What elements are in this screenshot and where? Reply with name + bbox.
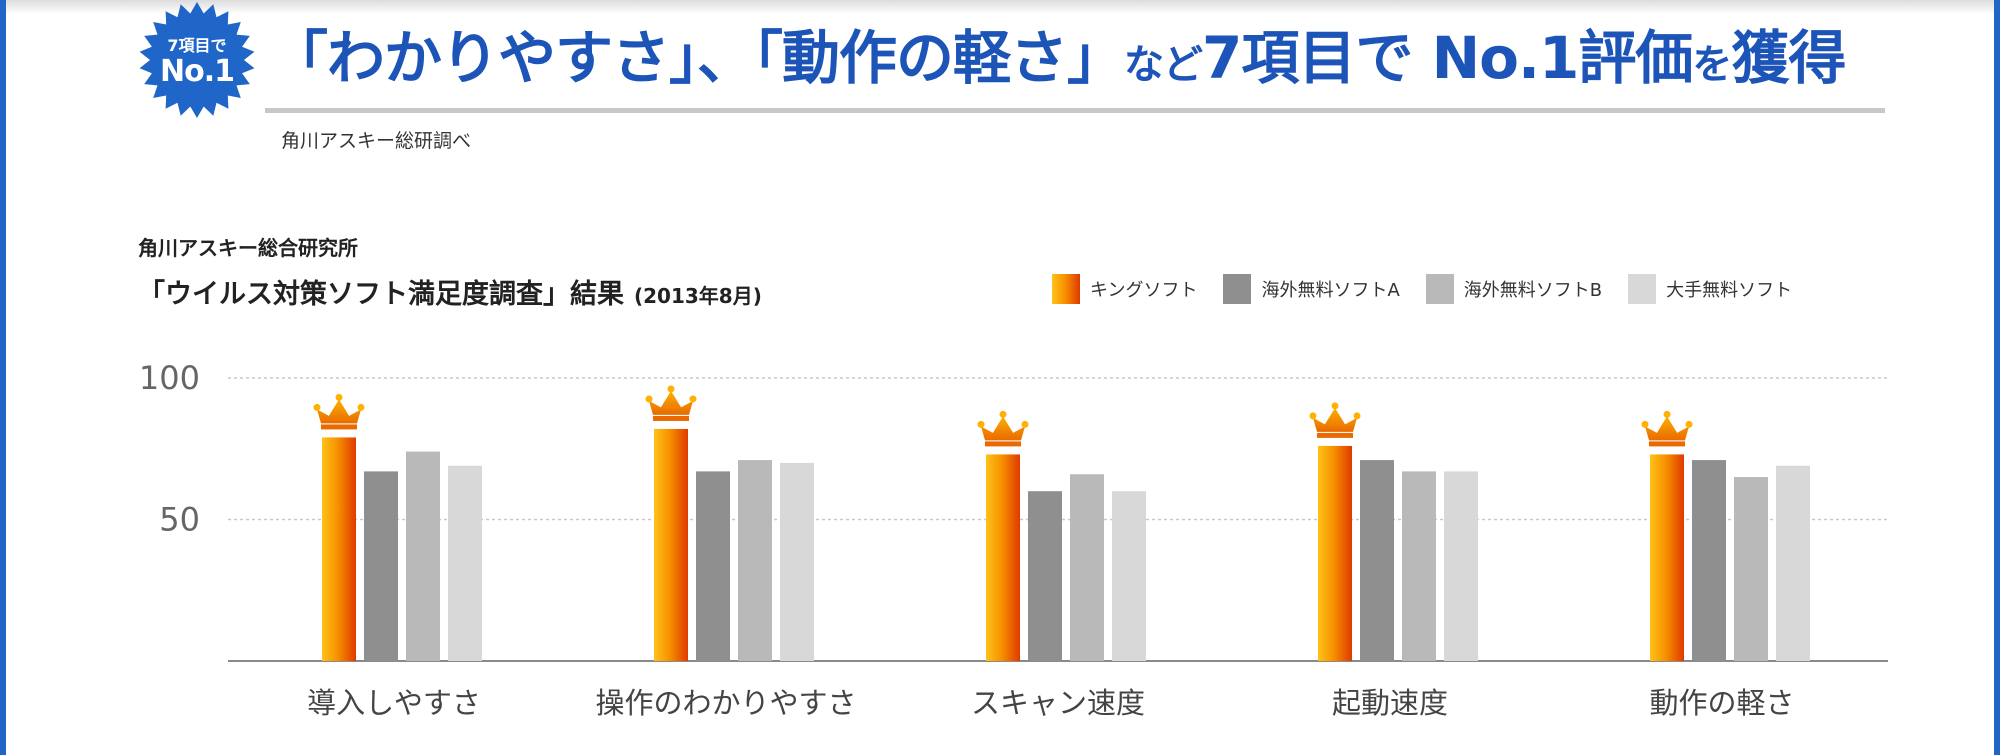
left-accent-bar [0,0,6,755]
crown-jewel [977,420,985,428]
source-note: 角川アスキー総研調べ [281,130,472,152]
bar [1318,445,1352,661]
bar [406,451,440,661]
bar [322,437,356,661]
bar [1112,491,1146,661]
chart-date: (2013年8月) [634,284,762,308]
chart-title-text: 「ウイルス対策ソフト満足度調査」結果 [138,279,624,310]
headline: 「わかりやすさ」、「動作の軽さ」など7項目で No.1評価を獲得 [270,18,1890,105]
bar [1402,471,1436,661]
legend-label: 海外無料ソフトA [1261,280,1400,301]
crown-base [1317,432,1353,438]
bar [364,471,398,661]
bar [738,460,772,661]
bar [654,428,688,661]
legend-item: キングソフト [1052,273,1197,305]
bar [986,454,1020,661]
badge-line1: 7項目で [167,36,227,55]
category-label: 導入しやすさ [307,686,481,720]
legend-label: 大手無料ソフト [1666,280,1793,301]
chart-title: 「ウイルス対策ソフト満足度調査」結果 (2013年8月) [138,272,762,311]
bar [1360,460,1394,661]
crown-icon [1313,407,1357,432]
y-tick-label: 100 [139,359,200,397]
crown-jewel [1309,412,1317,420]
category-label: 操作のわかりやすさ [595,686,856,720]
crown-base [653,415,689,421]
bar [1444,471,1478,661]
category-label: スキャン速度 [971,686,1145,720]
crown-base [321,424,357,430]
crown-jewel [335,393,343,401]
no1-badge: 7項目で No.1 [132,0,262,130]
crown-jewel [1685,420,1693,428]
crown-jewel [645,395,653,403]
bar [1070,474,1104,661]
headline-underline [265,108,1885,113]
crown-jewel [689,395,697,403]
legend-label: 海外無料ソフトB [1463,280,1603,301]
y-tick-label: 50 [159,501,200,539]
bar [780,462,814,661]
chart-org: 角川アスキー総合研究所 [138,236,358,260]
headline-part3: 7項目で [1202,24,1413,92]
legend-label: キングソフト [1090,280,1198,301]
category-label: 動作の軽さ [1649,686,1794,720]
bar [1028,491,1062,661]
crown-jewel [357,403,365,411]
crown-jewel [1641,420,1649,428]
legend-item: 海外無料ソフトB [1425,273,1603,305]
starburst-icon [139,2,255,118]
legend-swatch [1052,274,1080,304]
bar [1734,477,1768,661]
crown-icon [317,399,361,424]
legend-swatch [1628,274,1657,304]
legend-swatch [1223,274,1252,304]
crown-jewel [667,385,675,393]
top-shadow [6,0,1994,14]
bar [1692,460,1726,661]
crown-icon [649,390,693,415]
crown-jewel [1021,420,1029,428]
crown-jewel [313,403,321,411]
legend-item: 大手無料ソフト [1628,273,1792,305]
headline-part5: を [1692,42,1732,88]
crown-jewel [1353,412,1361,420]
crown-jewel [1331,402,1339,410]
crown-icon [1645,416,1689,441]
bar [448,465,482,661]
bar [1776,465,1810,661]
legend-item: 海外無料ソフトA [1223,273,1400,305]
bar [1650,454,1684,661]
crown-base [985,441,1021,447]
badge-line2: No.1 [160,54,235,89]
legend-swatch [1425,274,1454,304]
headline-part4: No.1評価 [1412,24,1694,92]
headline-part1: 「わかりやすさ」、「動作の軽さ」 [270,24,1125,92]
category-label: 起動速度 [1332,686,1448,720]
crown-jewel [1663,410,1671,418]
crown-icon [981,416,1025,441]
headline-part2: など [1124,42,1203,88]
crown-jewel [999,410,1007,418]
right-accent-bar [1994,0,2000,755]
crown-base [1649,441,1685,447]
chart-legend: キングソフト 海外無料ソフトA 海外無料ソフトB 大手無料ソフト [1052,273,1818,305]
headline-part6: 獲得 [1731,24,1846,92]
bar [696,471,730,661]
